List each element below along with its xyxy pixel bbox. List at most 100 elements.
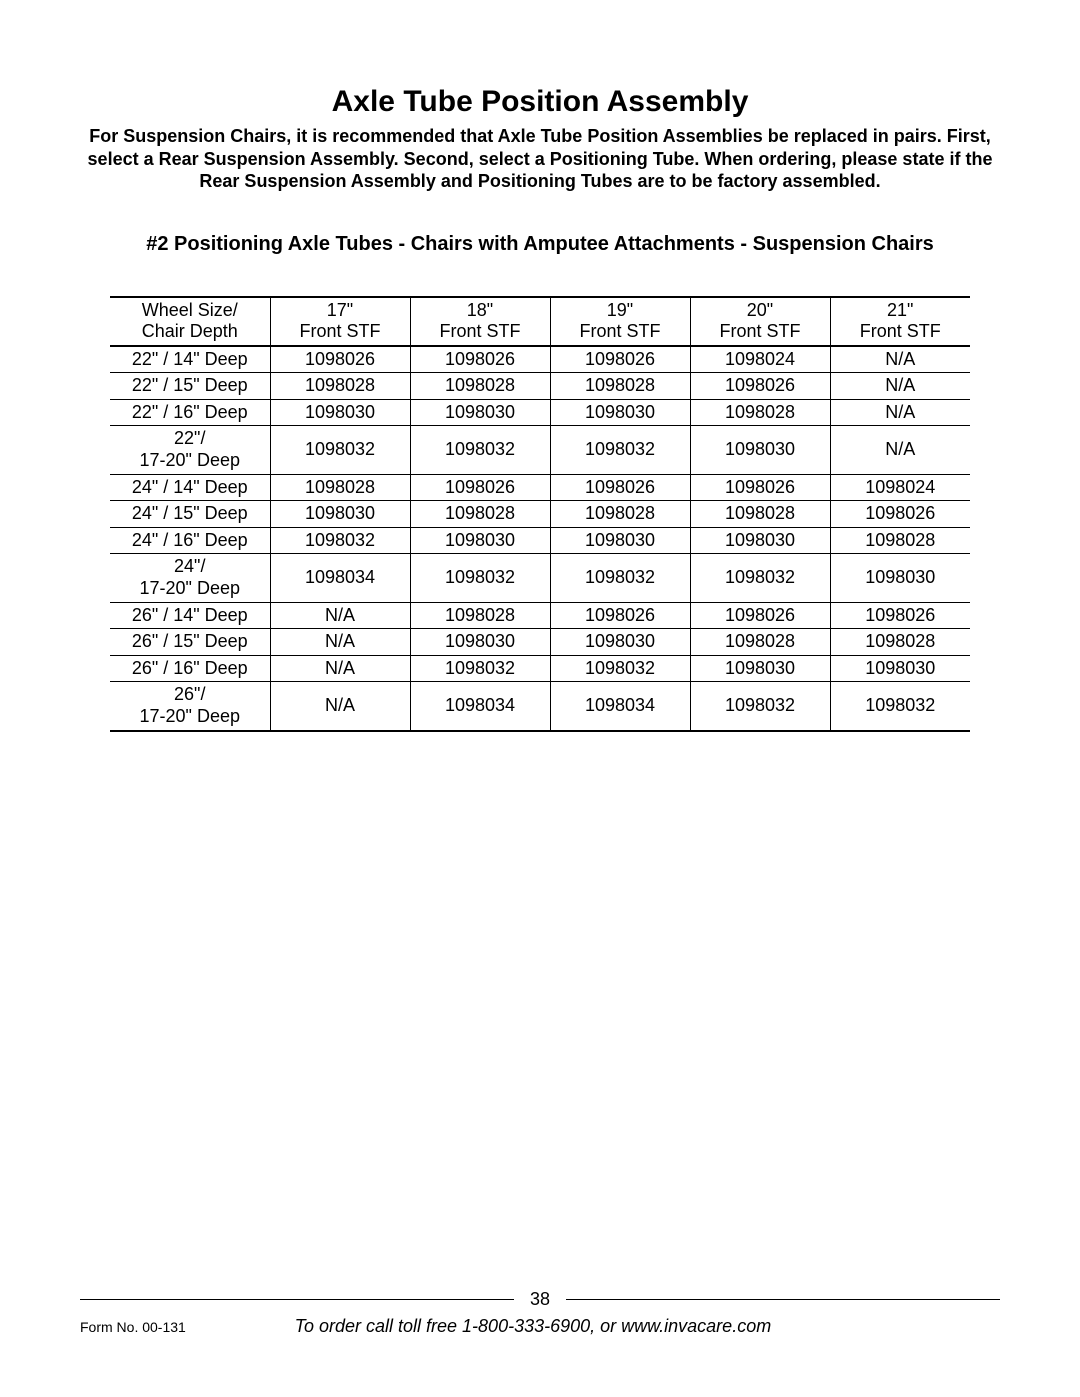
table-cell: 22" / 15" Deep — [110, 373, 270, 400]
table-cell: 24"/ 17-20" Deep — [110, 554, 270, 602]
table-cell: 1098030 — [270, 399, 410, 426]
table-row: 26" / 14" DeepN/A10980281098026109802610… — [110, 602, 970, 629]
table-cell: 1098028 — [270, 373, 410, 400]
table-cell: 26" / 14" Deep — [110, 602, 270, 629]
table-cell: 1098028 — [550, 501, 690, 528]
table-cell: 1098034 — [270, 554, 410, 602]
footer-rule-row: 38 — [80, 1289, 1000, 1310]
table-cell: N/A — [830, 399, 970, 426]
table-cell: 1098034 — [410, 682, 550, 731]
table-header-row: Wheel Size/ Chair Depth17" Front STF18" … — [110, 297, 970, 346]
table-cell: 1098028 — [690, 399, 830, 426]
table-cell: 22"/ 17-20" Deep — [110, 426, 270, 474]
table-row: 26" / 15" DeepN/A10980301098030109802810… — [110, 629, 970, 656]
table-cell: 1098028 — [270, 474, 410, 501]
table-row: 22" / 15" Deep10980281098028109802810980… — [110, 373, 970, 400]
table-cell: 1098026 — [550, 602, 690, 629]
table-cell: N/A — [830, 426, 970, 474]
table-cell: 26" / 15" Deep — [110, 629, 270, 656]
table-cell: 1098028 — [410, 501, 550, 528]
table-header-cell: 19" Front STF — [550, 297, 690, 346]
table-cell: 1098032 — [270, 527, 410, 554]
table-cell: 1098028 — [830, 629, 970, 656]
part-number-table: Wheel Size/ Chair Depth17" Front STF18" … — [110, 296, 970, 732]
table-cell: 1098032 — [550, 655, 690, 682]
table-cell: 1098030 — [830, 554, 970, 602]
table-cell: 1098032 — [270, 426, 410, 474]
table-cell: 1098028 — [410, 373, 550, 400]
table-cell: 1098032 — [550, 426, 690, 474]
table-cell: 1098028 — [830, 527, 970, 554]
order-info: To order call toll free 1-800-333-6900, … — [186, 1316, 880, 1337]
table-cell: 1098028 — [550, 373, 690, 400]
table-cell: 24" / 14" Deep — [110, 474, 270, 501]
table-header-cell: 20" Front STF — [690, 297, 830, 346]
section-subtitle: #2 Positioning Axle Tubes - Chairs with … — [80, 233, 1000, 256]
table-head: Wheel Size/ Chair Depth17" Front STF18" … — [110, 297, 970, 346]
table-cell: 1098026 — [830, 501, 970, 528]
table-cell: 1098032 — [410, 426, 550, 474]
table-cell: 1098030 — [830, 655, 970, 682]
footer-bottom-row: Form No. 00-131 To order call toll free … — [80, 1316, 1000, 1337]
table-cell: 1098030 — [550, 629, 690, 656]
table-cell: 22" / 14" Deep — [110, 346, 270, 373]
table-cell: 1098028 — [410, 602, 550, 629]
table-row: 22" / 16" Deep10980301098030109803010980… — [110, 399, 970, 426]
table-body: 22" / 14" Deep10980261098026109802610980… — [110, 346, 970, 731]
table-row: 24" / 16" Deep10980321098030109803010980… — [110, 527, 970, 554]
page-container: Axle Tube Position Assembly For Suspensi… — [0, 0, 1080, 1397]
table-cell: 1098030 — [410, 629, 550, 656]
table-cell: 1098026 — [410, 474, 550, 501]
table-cell: 1098032 — [690, 682, 830, 731]
table-row: 26" / 16" DeepN/A10980321098032109803010… — [110, 655, 970, 682]
table-row: 22"/ 17-20" Deep109803210980321098032109… — [110, 426, 970, 474]
table-cell: N/A — [830, 373, 970, 400]
table-cell: 1098026 — [410, 346, 550, 373]
table-cell: 24" / 16" Deep — [110, 527, 270, 554]
table-row: 26"/ 17-20" DeepN/A109803410980341098032… — [110, 682, 970, 731]
table-cell: 24" / 15" Deep — [110, 501, 270, 528]
table-row: 24" / 14" Deep10980281098026109802610980… — [110, 474, 970, 501]
intro-paragraph: For Suspension Chairs, it is recommended… — [80, 125, 1000, 193]
table-cell: N/A — [270, 655, 410, 682]
table-cell: 1098032 — [690, 554, 830, 602]
table-cell: 1098030 — [410, 399, 550, 426]
table-cell: 1098028 — [690, 501, 830, 528]
table-cell: 22" / 16" Deep — [110, 399, 270, 426]
table-cell: N/A — [270, 682, 410, 731]
table-cell: 1098026 — [690, 373, 830, 400]
table-header-cell: 18" Front STF — [410, 297, 550, 346]
table-cell: 1098034 — [550, 682, 690, 731]
table-cell: 1098024 — [690, 346, 830, 373]
page-title: Axle Tube Position Assembly — [80, 85, 1000, 119]
form-number: Form No. 00-131 — [80, 1319, 186, 1335]
table-cell: N/A — [270, 602, 410, 629]
page-footer: 38 Form No. 00-131 To order call toll fr… — [80, 1289, 1000, 1337]
table-cell: 1098030 — [270, 501, 410, 528]
footer-rule-left — [80, 1299, 514, 1300]
table-row: 24" / 15" Deep10980301098028109802810980… — [110, 501, 970, 528]
table-cell: 1098026 — [550, 474, 690, 501]
table-cell: 1098030 — [550, 399, 690, 426]
table-cell: N/A — [270, 629, 410, 656]
table-cell: 1098026 — [550, 346, 690, 373]
table-header-cell: Wheel Size/ Chair Depth — [110, 297, 270, 346]
table-header-cell: 17" Front STF — [270, 297, 410, 346]
table-cell: 1098026 — [690, 602, 830, 629]
table-header-cell: 21" Front STF — [830, 297, 970, 346]
table-cell: 1098028 — [690, 629, 830, 656]
table-cell: 1098030 — [690, 655, 830, 682]
page-number: 38 — [524, 1289, 556, 1310]
table-cell: 1098030 — [690, 426, 830, 474]
table-cell: 1098030 — [550, 527, 690, 554]
footer-rule-right — [566, 1299, 1000, 1300]
table-cell: 1098026 — [690, 474, 830, 501]
table-cell: 1098030 — [410, 527, 550, 554]
table-cell: 1098032 — [410, 554, 550, 602]
table-row: 24"/ 17-20" Deep109803410980321098032109… — [110, 554, 970, 602]
table-cell: 26"/ 17-20" Deep — [110, 682, 270, 731]
table-cell: 1098030 — [690, 527, 830, 554]
table-cell: 1098032 — [550, 554, 690, 602]
table-row: 22" / 14" Deep10980261098026109802610980… — [110, 346, 970, 373]
table-cell: 26" / 16" Deep — [110, 655, 270, 682]
